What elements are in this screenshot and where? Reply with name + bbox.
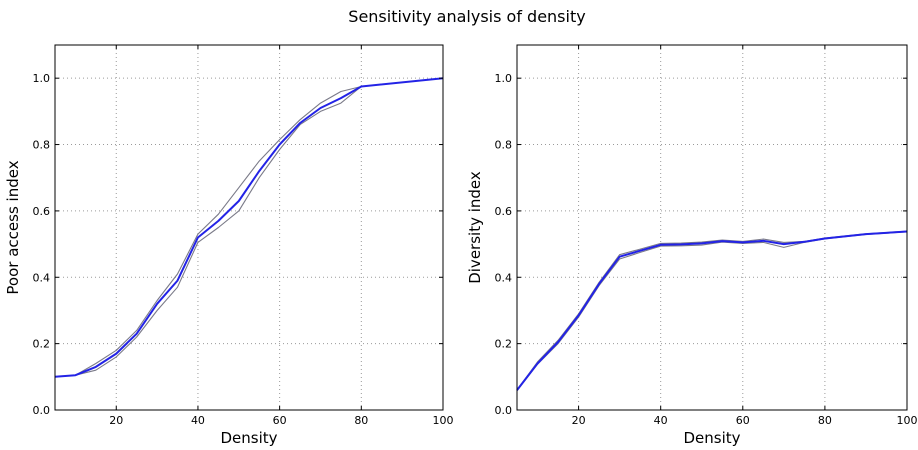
y-tick-label: 0.0 — [33, 404, 51, 417]
x-tick-label: 60 — [736, 414, 750, 427]
y-tick-label: 1.0 — [33, 72, 51, 85]
y-tick-label: 0.4 — [495, 271, 513, 284]
x-axis-label: Density — [220, 429, 277, 447]
y-axis-label: Diversity index — [466, 171, 484, 284]
series-line-main — [54, 77, 444, 378]
plot-frame — [516, 44, 908, 411]
plot-frame — [54, 44, 444, 411]
y-tick-label: 0.8 — [495, 139, 513, 152]
y-tick-label: 0.6 — [33, 205, 51, 218]
y-tick-label: 0.2 — [33, 338, 51, 351]
chart-diversity: 20 40 60 80 100 0.0 0.2 0.4 0.6 0.8 1.0 Density Di… — [466, 44, 918, 447]
series-line-upper — [54, 77, 444, 378]
series-lines — [54, 77, 444, 378]
grid — [55, 45, 443, 410]
x-tick-label: 80 — [818, 414, 832, 427]
series-line-lower — [516, 231, 908, 392]
tick-labels: 20 40 60 80 100 0.0 0.2 0.4 0.6 0.8 1.0 — [495, 45, 918, 427]
series-line-main — [516, 230, 908, 391]
x-tick-label: 60 — [273, 414, 287, 427]
y-tick-label: 0.2 — [495, 338, 513, 351]
chart-poor-access: 20 40 60 80 100 0.0 0.2 0.4 0.6 0.8 1.0 Density Po… — [4, 44, 454, 447]
x-tick-label: 20 — [109, 414, 123, 427]
figure-title: Sensitivity analysis of density — [348, 7, 585, 26]
y-tick-label: 1.0 — [495, 72, 513, 85]
tick-labels: 20 40 60 80 100 0.0 0.2 0.4 0.6 0.8 1.0 — [33, 45, 454, 427]
y-tick-label: 0.6 — [495, 205, 513, 218]
y-tick-label: 0.4 — [33, 271, 51, 284]
y-tick-label: 0.0 — [495, 404, 513, 417]
series-line-lower — [54, 77, 444, 378]
x-tick-label: 40 — [191, 414, 205, 427]
series-lines — [516, 230, 908, 392]
series-line-upper — [516, 230, 908, 391]
x-tick-label: 20 — [572, 414, 586, 427]
x-tick-label: 40 — [654, 414, 668, 427]
x-tick-label: 100 — [433, 414, 454, 427]
x-tick-label: 100 — [897, 414, 918, 427]
y-axis-label: Poor access index — [4, 160, 22, 294]
grid — [517, 45, 907, 410]
x-tick-label: 80 — [354, 414, 368, 427]
x-axis-label: Density — [683, 429, 740, 447]
y-tick-label: 0.8 — [33, 139, 51, 152]
